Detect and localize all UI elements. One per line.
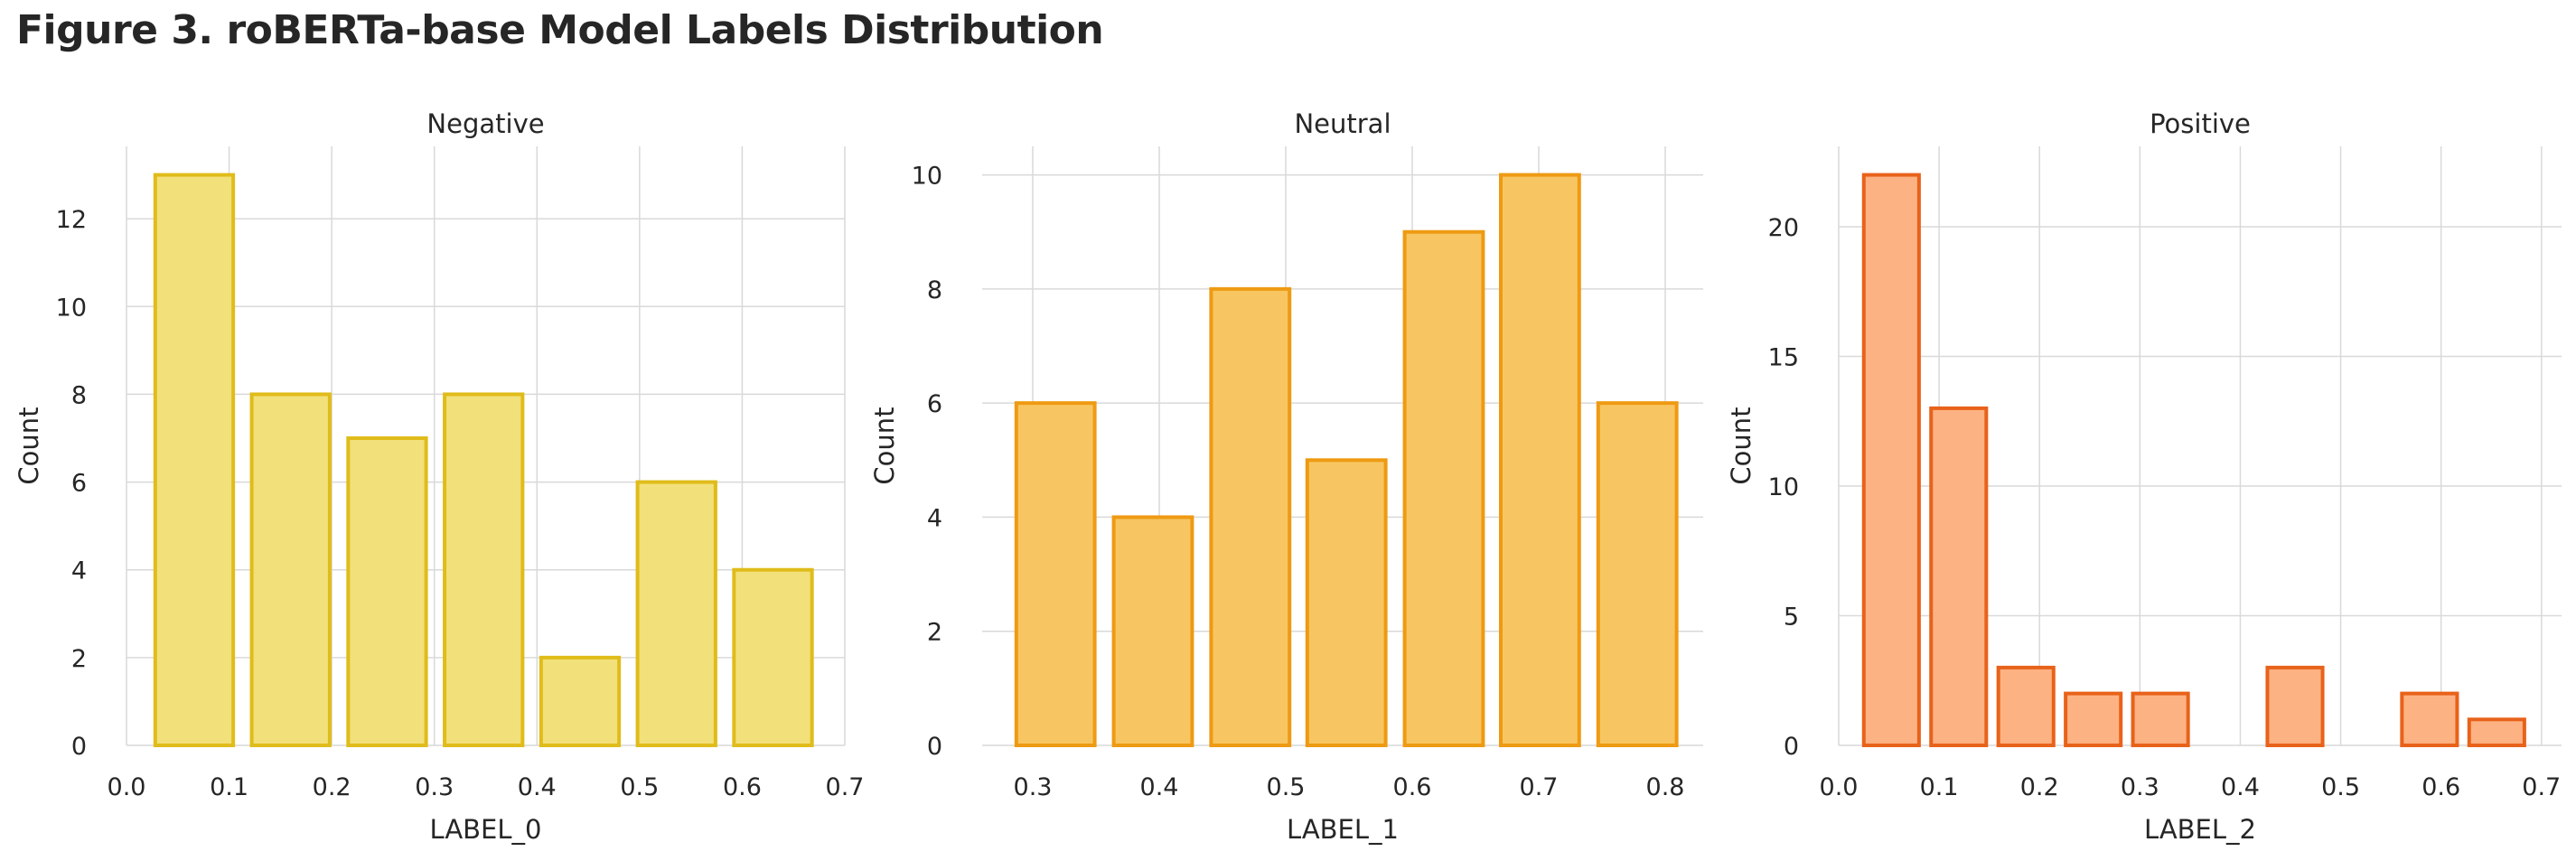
neutral-ytick-label: 6 bbox=[927, 390, 942, 418]
positive-xtick-label: 0.2 bbox=[2020, 773, 2059, 801]
negative-x-axis-label: LABEL_0 bbox=[430, 814, 542, 845]
positive-bar-0 bbox=[1861, 173, 1921, 748]
negative-y-axis-label: Count bbox=[14, 407, 44, 484]
negative-bar-0 bbox=[153, 173, 236, 748]
negative-bar-5 bbox=[635, 480, 717, 747]
positive-bar-9 bbox=[2467, 717, 2526, 748]
neutral-xtick-label: 0.5 bbox=[1267, 773, 1306, 801]
negative-ytick-label: 2 bbox=[71, 645, 87, 673]
positive-y-axis-label: Count bbox=[1726, 407, 1756, 484]
negative-xtick-label: 0.6 bbox=[723, 773, 762, 801]
neutral-ytick-label: 2 bbox=[927, 619, 942, 647]
negative-xtick-label: 0.2 bbox=[313, 773, 351, 801]
neutral-xtick-label: 0.4 bbox=[1140, 773, 1179, 801]
positive-ytick-label: 10 bbox=[1768, 473, 1799, 501]
negative-ytick-label: 6 bbox=[71, 470, 87, 498]
positive-bar-6 bbox=[2265, 665, 2325, 748]
neutral-ytick-label: 0 bbox=[927, 733, 942, 761]
negative-xtick-label: 0.7 bbox=[826, 773, 865, 801]
negative-subplot-title: Negative bbox=[426, 108, 544, 139]
positive-bar-4 bbox=[2131, 691, 2190, 748]
negative-bar-3 bbox=[443, 392, 525, 747]
neutral-ytick-label: 10 bbox=[912, 163, 942, 191]
panel-negative: 0.0 0.1 0.2 0.3 0.4 0.5 0.6 0.7 0 2 4 6 8 10 12 Negativ… bbox=[14, 108, 864, 845]
negative-ytick-label: 12 bbox=[56, 206, 87, 234]
negative-xtick-label: 0.3 bbox=[415, 773, 454, 801]
negative-xtick-label: 0.1 bbox=[210, 773, 248, 801]
negative-xtick-label: 0.0 bbox=[108, 773, 146, 801]
neutral-bar-3 bbox=[1305, 458, 1388, 747]
positive-xtick-label: 0.4 bbox=[2221, 773, 2260, 801]
negative-xtick-label: 0.5 bbox=[620, 773, 659, 801]
positive-xtick-label: 0.0 bbox=[1820, 773, 1859, 801]
negative-ytick-label: 10 bbox=[56, 294, 87, 322]
neutral-bar-1 bbox=[1111, 515, 1194, 748]
negative-xtick-label: 0.4 bbox=[518, 773, 557, 801]
neutral-x-axis-label: LABEL_1 bbox=[1287, 814, 1399, 845]
neutral-subplot-title: Neutral bbox=[1294, 108, 1391, 139]
positive-ytick-label: 5 bbox=[1784, 603, 1799, 631]
positive-ytick-label: 20 bbox=[1768, 214, 1799, 242]
positive-xtick-label: 0.6 bbox=[2421, 773, 2460, 801]
negative-bar-2 bbox=[346, 436, 428, 747]
negative-bar-1 bbox=[249, 392, 332, 747]
neutral-xtick-label: 0.3 bbox=[1014, 773, 1053, 801]
negative-ytick-label: 0 bbox=[71, 733, 87, 761]
neutral-bar-0 bbox=[1014, 401, 1097, 747]
positive-x-axis-label: LABEL_2 bbox=[2144, 814, 2256, 845]
positive-ytick-label: 0 bbox=[1784, 733, 1799, 761]
neutral-bar-4 bbox=[1402, 229, 1485, 747]
positive-xtick-label: 0.1 bbox=[1920, 773, 1959, 801]
neutral-ytick-label: 8 bbox=[927, 276, 942, 304]
positive-bar-8 bbox=[2400, 691, 2459, 748]
positive-bar-3 bbox=[2064, 691, 2123, 748]
negative-bar-4 bbox=[539, 655, 622, 747]
figure-title: Figure 3. roBERTa-base Model Labels Dist… bbox=[16, 7, 1104, 53]
neutral-xtick-label: 0.7 bbox=[1520, 773, 1559, 801]
neutral-bar-6 bbox=[1596, 401, 1679, 747]
negative-ytick-label: 4 bbox=[71, 557, 87, 585]
positive-ytick-label: 15 bbox=[1768, 343, 1799, 371]
positive-subplot-title: Positive bbox=[2150, 108, 2251, 139]
panel-neutral: 0.3 0.4 0.5 0.6 0.7 0.8 0 2 4 6 8 10 Neutral LABEL_1 C… bbox=[869, 108, 1703, 845]
neutral-bar-2 bbox=[1209, 286, 1292, 747]
panel-positive: 0.0 0.1 0.2 0.3 0.4 0.5 0.6 0.7 0 5 10 15 20 Positive… bbox=[1726, 108, 2562, 845]
negative-ytick-label: 8 bbox=[71, 381, 87, 409]
positive-xtick-label: 0.7 bbox=[2522, 773, 2561, 801]
neutral-bar-5 bbox=[1499, 173, 1581, 748]
positive-xtick-label: 0.3 bbox=[2121, 773, 2159, 801]
positive-bar-1 bbox=[1929, 406, 1989, 747]
neutral-y-axis-label: Count bbox=[869, 407, 900, 484]
positive-xtick-label: 0.5 bbox=[2321, 773, 2360, 801]
negative-bar-6 bbox=[732, 567, 814, 748]
neutral-xtick-label: 0.6 bbox=[1393, 773, 1432, 801]
neutral-xtick-label: 0.8 bbox=[1646, 773, 1685, 801]
neutral-ytick-label: 4 bbox=[927, 504, 942, 532]
positive-bar-2 bbox=[1996, 665, 2056, 748]
